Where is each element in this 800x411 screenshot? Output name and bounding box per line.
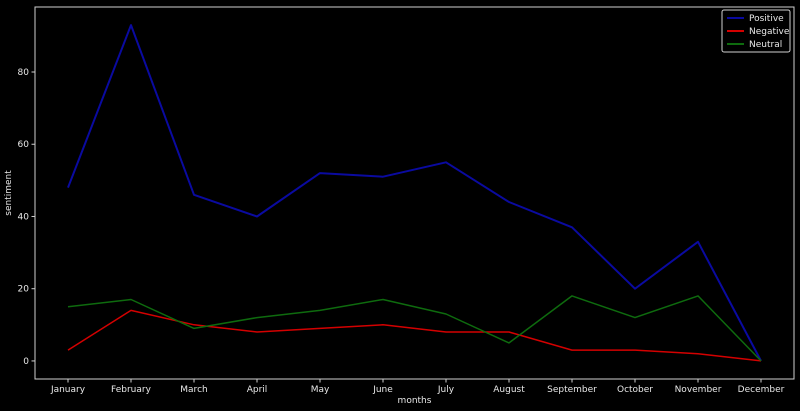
y-tick-label: 40 (18, 212, 30, 222)
legend-label-neutral: Neutral (749, 40, 782, 50)
x-axis: January February March April May June July Augu… (50, 379, 785, 395)
legend-label-negative: Negative (749, 27, 790, 37)
x-tick-label: June (372, 385, 393, 395)
x-axis-label: months (398, 396, 432, 406)
y-tick-label: 20 (18, 285, 30, 295)
x-tick-label: November (675, 385, 722, 395)
x-tick-label: May (311, 385, 330, 395)
legend-box (721, 9, 791, 53)
legend-label-positive: Positive (749, 14, 784, 24)
series-line-negative (67, 309, 762, 362)
series-lines (67, 24, 762, 362)
series-line-positive (67, 24, 762, 362)
x-tick-label: August (493, 385, 525, 395)
x-tick-label: December (738, 385, 785, 395)
y-tick-label: 80 (18, 68, 30, 78)
y-axis-label: sentiment (4, 170, 14, 216)
x-tick-label: April (247, 385, 268, 395)
series-line-neutral (67, 295, 762, 362)
legend: Positive Negative Neutral (721, 9, 791, 53)
x-tick-label: July (437, 385, 455, 395)
y-tick-label: 60 (18, 140, 30, 150)
y-axis: 0 20 40 60 80 (18, 68, 35, 367)
x-tick-label: February (111, 385, 152, 395)
plot-area-frame (34, 6, 795, 380)
x-tick-label: September (547, 385, 597, 395)
y-tick-label: 0 (23, 357, 29, 367)
x-tick-label: March (180, 385, 207, 395)
x-tick-label: January (50, 385, 86, 395)
x-tick-label: October (617, 385, 653, 395)
